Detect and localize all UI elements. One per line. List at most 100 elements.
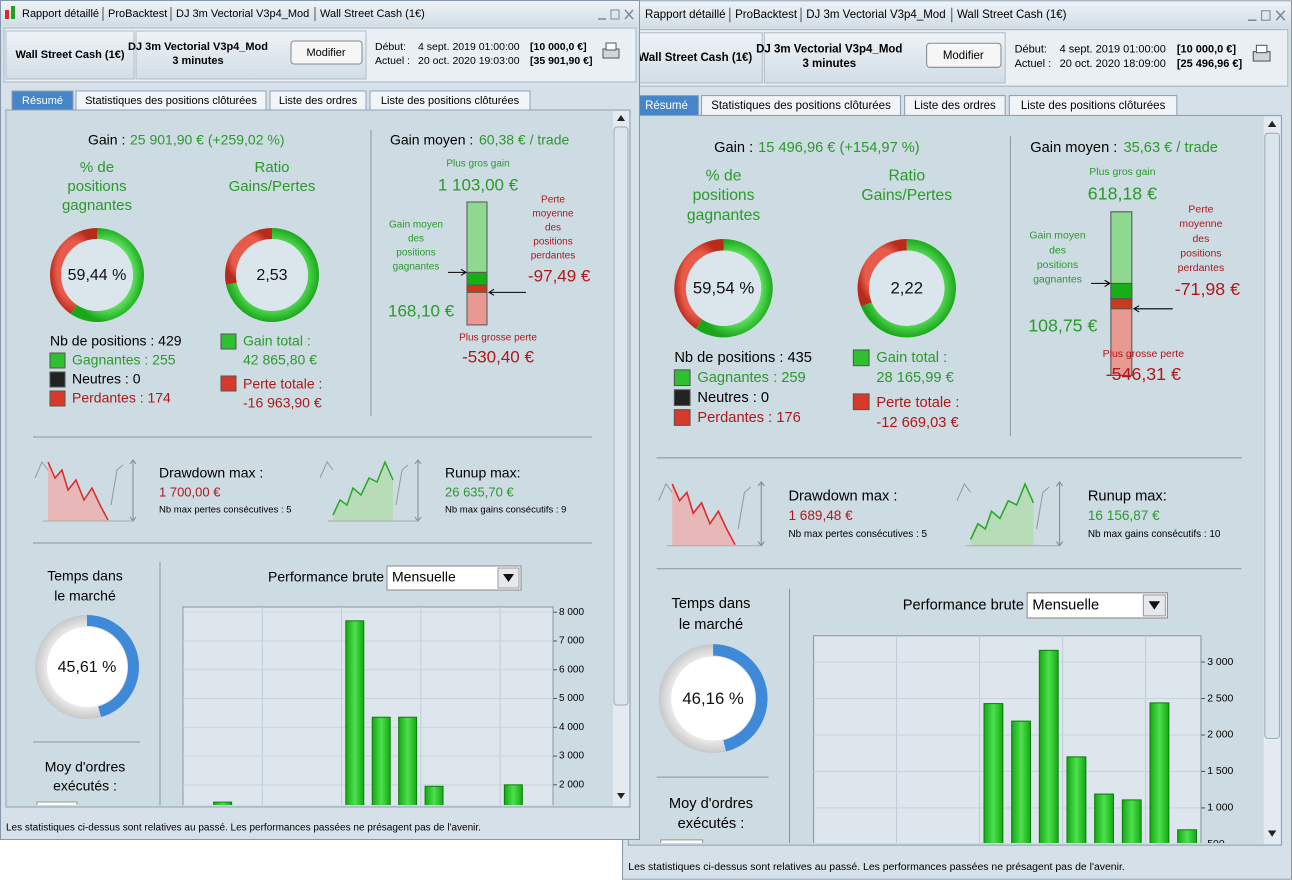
scroll-down[interactable] — [1267, 830, 1277, 837]
footer-bar — [623, 855, 1291, 879]
plot-area — [182, 606, 554, 805]
y-tick-label: 500 — [1207, 839, 1225, 850]
avg-gain-label: Gain moyen : — [1030, 140, 1117, 156]
orders-title: exécutés : — [53, 778, 117, 794]
win-donut-green — [70, 228, 144, 323]
title-part: DJ 3m Vectorial V3p4_Mod — [806, 9, 945, 21]
avg-loss-label: des — [1192, 234, 1209, 245]
close-button[interactable] — [624, 9, 634, 20]
current-capital: [25 496,96 €] — [1177, 58, 1243, 70]
plot-area — [813, 635, 1202, 844]
print-icon-paper — [605, 42, 617, 51]
icon-line — [332, 460, 394, 516]
market-time-title: Temps dans — [47, 568, 122, 584]
timeframe: 3 minutes — [802, 58, 856, 70]
arrow — [488, 288, 526, 296]
drawdown-label: Drawdown max : — [159, 465, 263, 481]
avg-loss-label: perdantes — [531, 251, 575, 262]
tab-label: Statistiques des positions clôturées — [85, 95, 257, 107]
start-capital: [10 000,0 €] — [1177, 43, 1237, 55]
ratio-title: Ratio — [254, 159, 289, 176]
scroll-down[interactable] — [617, 793, 625, 799]
print-icon-paper — [1255, 44, 1268, 54]
runup-label: Runup max: — [445, 465, 520, 481]
bar — [983, 703, 1004, 844]
bar — [371, 716, 391, 805]
y-tick-label: 3 000 — [559, 751, 584, 762]
title-bar — [1, 1, 639, 26]
avg-win: 168,10 € — [388, 301, 455, 320]
maximize-button[interactable] — [610, 9, 620, 20]
bar — [1149, 702, 1170, 844]
win-title: % de — [706, 167, 742, 184]
scrollbar-thumb[interactable] — [613, 126, 629, 706]
avg-loss: -71,98 € — [1175, 279, 1240, 299]
ratio: 2,53 — [256, 267, 287, 284]
win-donut-center — [61, 239, 133, 311]
scrollbar-thumb[interactable] — [1264, 132, 1280, 739]
strategy: DJ 3m Vectorial V3p4_Mod — [756, 44, 902, 56]
legend-square — [673, 389, 691, 406]
y-tick-label: 1 500 — [1207, 766, 1233, 777]
ratio: 2,22 — [890, 279, 923, 298]
icon-line — [737, 486, 752, 530]
avg-loss-bar — [466, 284, 488, 293]
footer: Les statistiques ci-dessus sont relative… — [6, 823, 481, 834]
market-donut-arc — [87, 615, 140, 718]
market-donut-center — [47, 627, 127, 707]
title-bar — [623, 1, 1291, 28]
losers: Perdantes : 174 — [72, 390, 171, 406]
orders-title: exécutés : — [678, 816, 745, 832]
ratio-donut-red — [224, 228, 272, 285]
perf-label: Performance brute — [268, 569, 384, 585]
modify-button[interactable] — [290, 40, 363, 65]
legend-square — [49, 352, 66, 369]
legend-square — [220, 375, 237, 392]
win-donut-center — [685, 250, 762, 326]
avg-gain-value: 60,38 € / trade — [479, 132, 570, 148]
biggest-loss-label: Plus grosse perte — [459, 333, 537, 344]
report-window-front: Rapport détaillé ProBacktest DJ 3m Vectori… — [0, 0, 640, 840]
select-arrow — [1148, 601, 1161, 610]
bar — [1066, 756, 1087, 844]
ratio-donut-center — [869, 250, 945, 326]
win-donut-red — [674, 239, 724, 329]
y-tick-label: 6 000 — [559, 664, 584, 675]
legend-square — [49, 390, 66, 407]
footer-bar — [1, 817, 639, 839]
avg-win-label: gagnantes — [1033, 275, 1082, 286]
biggest-gain-label: Plus gros gain — [446, 159, 509, 170]
neutral: Neutres : 0 — [72, 371, 141, 387]
ratio-donut-center — [236, 239, 308, 311]
y-tick-label: 2 500 — [1207, 693, 1233, 704]
runup: 16 156,87 € — [1088, 508, 1160, 523]
loss-total-label: Perte totale : — [243, 376, 322, 392]
y-tick-label: 2 000 — [559, 779, 584, 790]
positions-count: Nb de positions : 429 — [50, 333, 182, 349]
legend-square — [220, 333, 237, 350]
loss-total: -16 963,90 € — [243, 395, 322, 411]
icon-line — [956, 482, 972, 501]
orders-title: Moy d'ordres — [45, 759, 125, 775]
runup-label: Runup max: — [1088, 488, 1167, 504]
losers: Perdantes : 176 — [697, 410, 800, 426]
close-button[interactable] — [1275, 10, 1286, 21]
y-tick-label: 5 000 — [559, 693, 584, 704]
win-title: gagnantes — [687, 207, 760, 224]
win-title: gagnantes — [62, 197, 132, 214]
gain-total: 28 165,99 € — [876, 370, 953, 386]
modify-button[interactable] — [926, 42, 1002, 68]
avg-win-label: gagnantes — [393, 262, 440, 273]
legend-square — [852, 349, 870, 367]
drawdown-label: Drawdown max : — [788, 488, 897, 504]
drawdown: 1 700,00 € — [159, 484, 221, 499]
ratio-title: Gains/Pertes — [861, 187, 952, 204]
avg-loss-label: moyenne — [1179, 219, 1222, 230]
maximize-button[interactable] — [1261, 10, 1271, 21]
scroll-up[interactable] — [1267, 120, 1277, 127]
win-pct: 59,54 % — [693, 279, 755, 298]
scroll-up[interactable] — [617, 115, 625, 121]
current-date: 20 oct. 2020 19:03:00 — [418, 55, 520, 67]
orders-box — [660, 839, 704, 844]
